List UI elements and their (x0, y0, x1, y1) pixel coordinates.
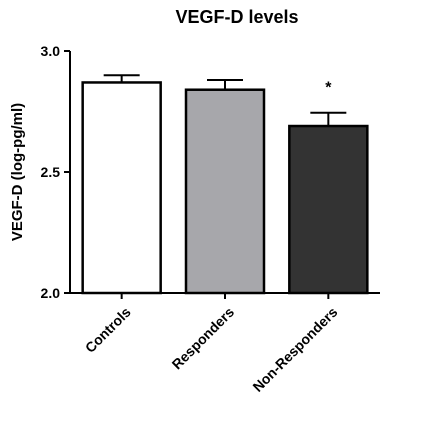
chart-title: VEGF-D levels (175, 7, 298, 27)
plot-area: 2.0 2.5 3.0 Controls Responders Non-Responder… (41, 43, 380, 395)
y-tick-label: 3.0 (41, 43, 61, 59)
significance-marker: * (325, 80, 332, 97)
bar-responders (184, 88, 266, 295)
y-tick-label: 2.5 (41, 164, 61, 180)
x-tick-label: Non-Responders (249, 304, 340, 395)
y-axis-label: VEGF-D (log-pg/ml) (9, 103, 26, 241)
y-tick-label: 2.0 (41, 285, 61, 301)
bar-controls (81, 81, 162, 295)
x-tick-label: Controls (82, 304, 134, 356)
bar-non-responders (288, 124, 369, 295)
x-tick-label: Responders (169, 304, 238, 373)
